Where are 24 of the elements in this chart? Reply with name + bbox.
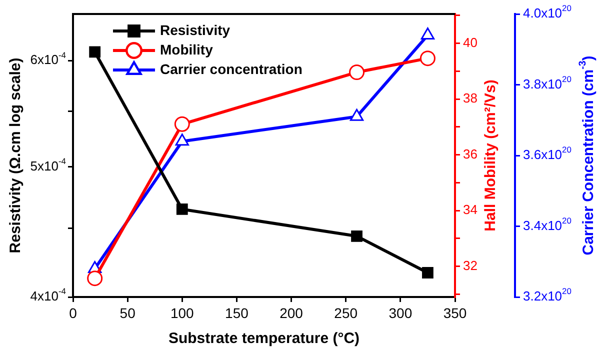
y2-tick-label: 32: [463, 258, 478, 273]
x-tick-label: 350: [443, 304, 467, 321]
point: [351, 230, 362, 242]
y2-tick-label: 38: [463, 90, 478, 106]
x-tick-label: 100: [170, 304, 194, 321]
x-tick-label: 300: [388, 304, 412, 321]
legend-label: Mobility: [160, 41, 214, 58]
y2-axis-title: Hall Mobility (cm²/Vs): [482, 80, 500, 232]
x-tick-label: 150: [225, 304, 249, 321]
y3-axis-title: Carrier Concentration (cm-3): [578, 56, 598, 256]
x-tick-label: 50: [120, 304, 136, 321]
x-axis-title: Substrate temperature (°C): [168, 330, 360, 348]
x-tick-label: 250: [334, 304, 358, 321]
y2-tick-label: 36: [463, 146, 478, 162]
y-axis-title: Resistivity (Ω.cm log scale): [7, 58, 24, 254]
legend-label: Resistivity: [160, 22, 230, 38]
y2-tick-label: 34: [463, 202, 478, 218]
x-tick-label: 0: [69, 304, 78, 321]
x-tick-label: 200: [280, 304, 304, 321]
point: [89, 46, 101, 58]
y2-tick-label: 40: [463, 34, 478, 50]
point: [422, 267, 434, 278]
legend-label: Carrier concentration: [160, 60, 302, 77]
point: [176, 204, 188, 215]
